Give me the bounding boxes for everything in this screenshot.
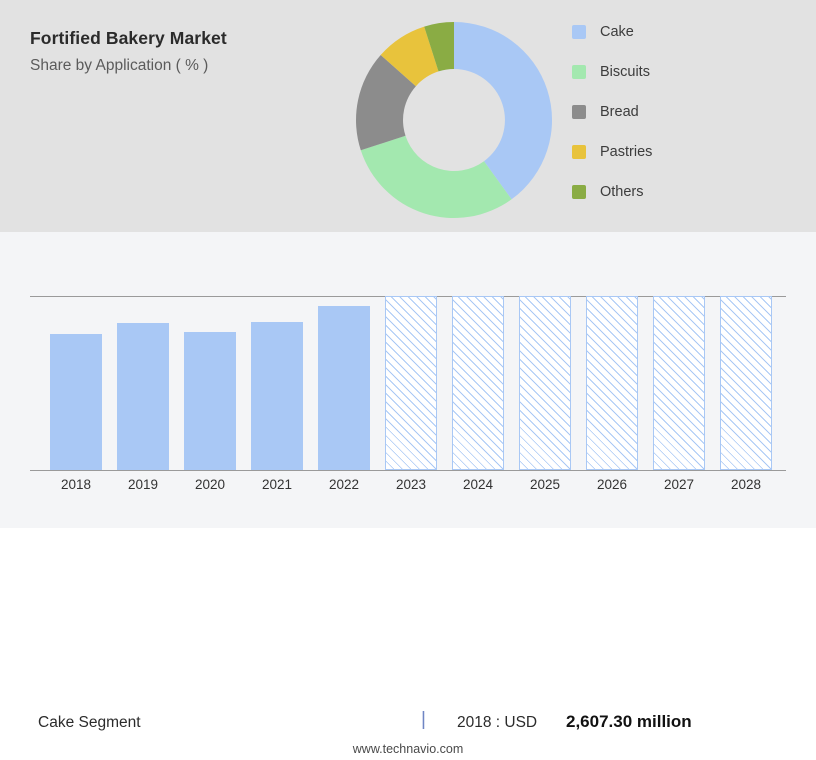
bar-2020 <box>184 332 236 470</box>
top-panel: Fortified Bakery Market Share by Applica… <box>0 0 816 232</box>
bar-col-2027 <box>653 296 705 470</box>
donut-slice-biscuits <box>360 135 512 219</box>
x-label-2025: 2025 <box>529 477 561 492</box>
legend-item-bread[interactable]: Bread <box>572 92 782 132</box>
bar-2025 <box>519 296 571 470</box>
bar-2019 <box>117 323 169 470</box>
bar-col-2020 <box>184 332 236 470</box>
x-label-2018: 2018 <box>60 477 92 492</box>
legend-label-cake: Cake <box>600 24 634 40</box>
legend-label-pastries: Pastries <box>600 144 653 160</box>
bar-2023 <box>385 296 437 470</box>
x-label-2023: 2023 <box>395 477 427 492</box>
bar-2022 <box>318 306 370 470</box>
footer-value: 2,607.30 million <box>566 712 692 731</box>
x-label-2024: 2024 <box>462 477 494 492</box>
legend-item-others[interactable]: Others <box>572 172 782 212</box>
legend-swatch-others <box>572 185 586 199</box>
page-subtitle: Share by Application ( % ) <box>30 57 209 74</box>
bar-col-2021 <box>251 322 303 470</box>
donut-chart <box>352 8 556 224</box>
bar-col-2026 <box>586 296 638 470</box>
x-label-2028: 2028 <box>730 477 762 492</box>
bar-col-2028 <box>720 296 772 470</box>
x-label-2022: 2022 <box>328 477 360 492</box>
x-label-2021: 2021 <box>261 477 293 492</box>
donut-slice-cake <box>454 22 553 200</box>
bar-col-2018 <box>50 334 102 470</box>
x-label-2019: 2019 <box>127 477 159 492</box>
legend-item-pastries[interactable]: Pastries <box>572 132 782 172</box>
donut-legend: Cake Biscuits Bread Pastries Others <box>572 12 782 212</box>
footer-url[interactable]: www.technavio.com <box>352 742 464 756</box>
legend-swatch-cake <box>572 25 586 39</box>
legend-swatch-biscuits <box>572 65 586 79</box>
page-title: Fortified Bakery Market <box>30 28 227 48</box>
axis-bottom-line <box>30 470 786 471</box>
legend-item-biscuits[interactable]: Biscuits <box>572 52 782 92</box>
segment-label: Cake Segment <box>38 714 141 731</box>
legend-label-biscuits: Biscuits <box>600 64 650 80</box>
donut-chart-svg <box>356 21 553 219</box>
bar-col-2023 <box>385 296 437 470</box>
footer-year-label: 2018 : USD <box>457 714 538 731</box>
donut-slice-others <box>424 21 454 72</box>
legend-label-others: Others <box>600 184 644 200</box>
bar-2018 <box>50 334 102 470</box>
legend-label-bread: Bread <box>600 104 639 120</box>
bar-2024 <box>452 296 504 470</box>
donut-slice-pastries <box>380 26 439 87</box>
x-label-2026: 2026 <box>596 477 628 492</box>
bar-col-2025 <box>519 296 571 470</box>
footer: Cake Segment | 2018 : USD 2,607.30 milli… <box>0 704 816 760</box>
bar-2021 <box>251 322 303 470</box>
x-axis-labels: 2018 2019 2020 2021 2022 2023 2024 2025 … <box>30 477 786 497</box>
legend-item-cake[interactable]: Cake <box>572 12 782 52</box>
footer-separator: | <box>421 709 426 730</box>
bottom-panel: 2018 2019 2020 2021 2022 2023 2024 2025 … <box>0 232 816 756</box>
bar-2027 <box>653 296 705 470</box>
title-block: Fortified Bakery Market Share by Applica… <box>30 28 227 75</box>
bar-col-2019 <box>117 323 169 470</box>
legend-swatch-bread <box>572 105 586 119</box>
bar-col-2022 <box>318 306 370 470</box>
bar-chart <box>30 296 786 471</box>
legend-swatch-pastries <box>572 145 586 159</box>
x-label-2027: 2027 <box>663 477 695 492</box>
x-label-2020: 2020 <box>194 477 226 492</box>
donut-slice-bread <box>356 55 416 151</box>
bar-col-2024 <box>452 296 504 470</box>
bar-2026 <box>586 296 638 470</box>
bar-2028 <box>720 296 772 470</box>
